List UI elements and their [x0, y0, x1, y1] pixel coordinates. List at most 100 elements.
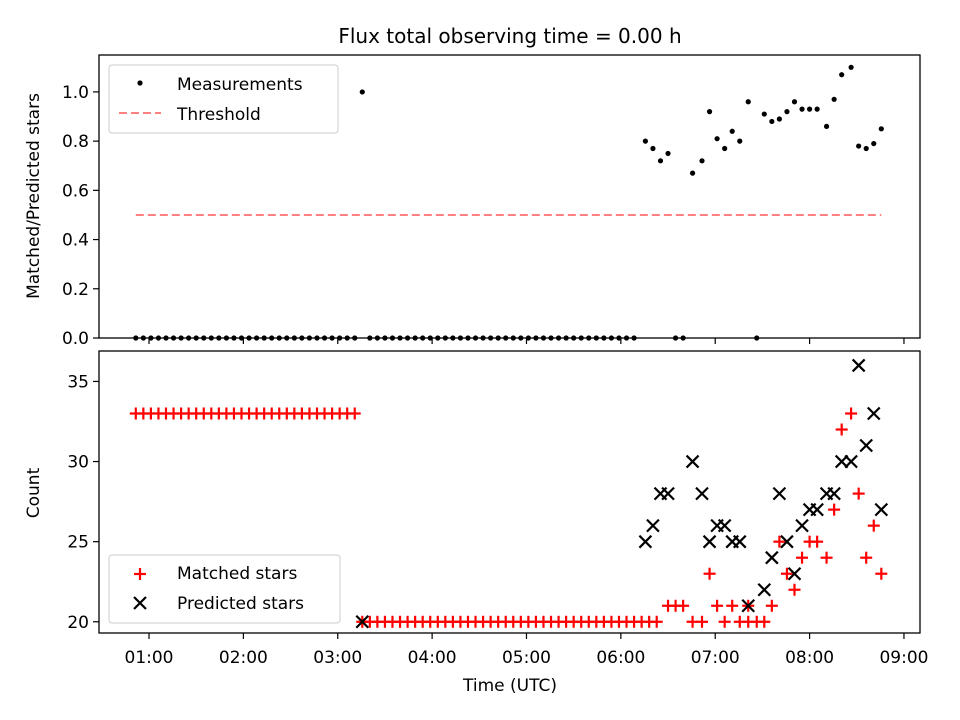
- measurements-point: [657, 158, 664, 164]
- x-tick-label: 06:00: [596, 648, 645, 668]
- x-tick-label: 02:00: [219, 648, 268, 668]
- predicted-stars-point: [787, 566, 802, 581]
- predicted-stars-point: [859, 438, 873, 453]
- matched-stars-series: [129, 407, 888, 628]
- matched-stars-point: [773, 535, 786, 548]
- matched-stars-point: [711, 599, 724, 612]
- measurements-point: [776, 116, 782, 122]
- count-y-tick-label: 20: [67, 613, 89, 633]
- predicted-stars-point: [795, 518, 809, 533]
- chart-title: Flux total observing time = 0.00 h: [338, 24, 681, 48]
- predicted-stars-point: [772, 486, 787, 501]
- measurements-point: [848, 64, 854, 70]
- measurements-legend-label: Measurements: [177, 75, 303, 95]
- predicted-stars-point: [780, 534, 794, 549]
- measurements-point: [831, 96, 837, 102]
- predicted-stars-point: [638, 534, 653, 549]
- ratio-y-tick-label: 0.2: [62, 280, 89, 300]
- matched-stars-point: [718, 615, 731, 628]
- predicted-stars-point: [717, 518, 732, 533]
- predicted-stars-point: [661, 486, 675, 501]
- measurements-point: [642, 138, 648, 144]
- ratio-legend: Measurements Threshold: [108, 64, 339, 134]
- x-tick-label: 09:00: [879, 648, 928, 668]
- predicted-stars-point: [741, 598, 756, 613]
- predicted-stars-point: [757, 582, 772, 597]
- count-y-tick-label: 30: [67, 453, 89, 473]
- matched-stars-point: [696, 615, 709, 628]
- measurements-point: [799, 106, 805, 112]
- x-tick-label: 03:00: [313, 648, 362, 668]
- predicted-stars-point: [702, 534, 717, 549]
- count-panel: 20 25 30 35 01:00 02:00 03:00 04:00 05:00 06:00 0…: [24, 350, 928, 696]
- predicted-stars-point: [844, 454, 858, 469]
- predicted-stars-point: [695, 486, 709, 501]
- matched-stars-point: [765, 599, 778, 612]
- ratio-panel: 0.0 0.2 0.4 0.6 0.8 1.0 Matched/Predicted sta…: [24, 54, 921, 349]
- measurements-point: [878, 126, 884, 132]
- x-tick-label: 08:00: [785, 648, 834, 668]
- matched-stars-point: [835, 423, 848, 436]
- predicted-stars-point: [866, 406, 881, 421]
- measurements-legend-marker: [137, 80, 143, 86]
- measurements-point: [689, 170, 696, 176]
- x-tick-label: 05:00: [502, 648, 551, 668]
- matched-stars-point: [875, 567, 888, 580]
- matched-stars-point: [852, 487, 865, 500]
- predicted-stars-point: [646, 518, 660, 533]
- count-y-tick-label: 25: [67, 533, 89, 553]
- predicted-stars-legend-marker: [133, 596, 147, 610]
- measurements-point: [745, 99, 751, 105]
- predicted-stars-point: [355, 615, 370, 629]
- predicted-stars-series: [355, 358, 889, 629]
- measurements-point: [823, 123, 830, 129]
- measurements-point: [871, 140, 877, 147]
- measurements-point: [863, 145, 869, 152]
- matched-stars-point: [348, 407, 361, 420]
- matched-stars-point: [860, 551, 873, 564]
- predicted-stars-point: [765, 550, 779, 565]
- ratio-panel-frame: [98, 54, 921, 339]
- ratio-y-tick-label: 1.0: [62, 83, 89, 103]
- predicted-stars-point: [810, 502, 824, 517]
- matched-stars-point: [867, 519, 880, 532]
- measurements-point: [737, 138, 743, 144]
- measurements-point: [791, 99, 798, 105]
- ratio-y-tick-label: 0.4: [62, 231, 89, 251]
- measurements-point: [722, 145, 728, 152]
- count-y-tick-label: 35: [67, 372, 89, 392]
- measurements-point: [706, 109, 713, 115]
- matched-stars-point: [780, 567, 793, 580]
- predicted-stars-point: [732, 534, 747, 549]
- matched-stars-point: [828, 503, 841, 516]
- matched-stars-point: [820, 551, 833, 564]
- matched-stars-point: [650, 615, 663, 628]
- matched-stars-legend-marker: [134, 568, 146, 580]
- matched-stars-point: [758, 615, 771, 628]
- matched-stars-point: [811, 535, 824, 548]
- measurements-point: [699, 158, 705, 164]
- measurements-point: [769, 118, 775, 125]
- measurements-point: [650, 145, 656, 152]
- ratio-y-tick-label: 0.8: [62, 132, 89, 152]
- measurements-point: [359, 89, 365, 95]
- predicted-stars-point: [827, 486, 841, 501]
- matched-stars-point: [788, 583, 801, 596]
- matched-stars-point: [845, 407, 858, 420]
- matched-stars-point: [677, 599, 690, 612]
- measurements-point: [784, 109, 790, 115]
- predicted-stars-point: [685, 454, 700, 469]
- ratio-y-tick-label: 0.6: [62, 181, 89, 201]
- x-tick-label: 04:00: [408, 648, 457, 668]
- matched-stars-point: [796, 551, 809, 564]
- count-legend: Matched stars Predicted stars: [108, 554, 341, 624]
- x-tick-label: 07:00: [691, 648, 740, 668]
- measurements-point: [806, 106, 813, 112]
- measurements-point: [856, 143, 862, 149]
- measurements-point: [761, 111, 767, 117]
- measurements-point: [665, 150, 671, 157]
- predicted-stars-legend-label: Predicted stars: [177, 594, 304, 614]
- count-y-axis-label: Count: [24, 467, 44, 518]
- matched-stars-legend-label: Matched stars: [177, 564, 297, 584]
